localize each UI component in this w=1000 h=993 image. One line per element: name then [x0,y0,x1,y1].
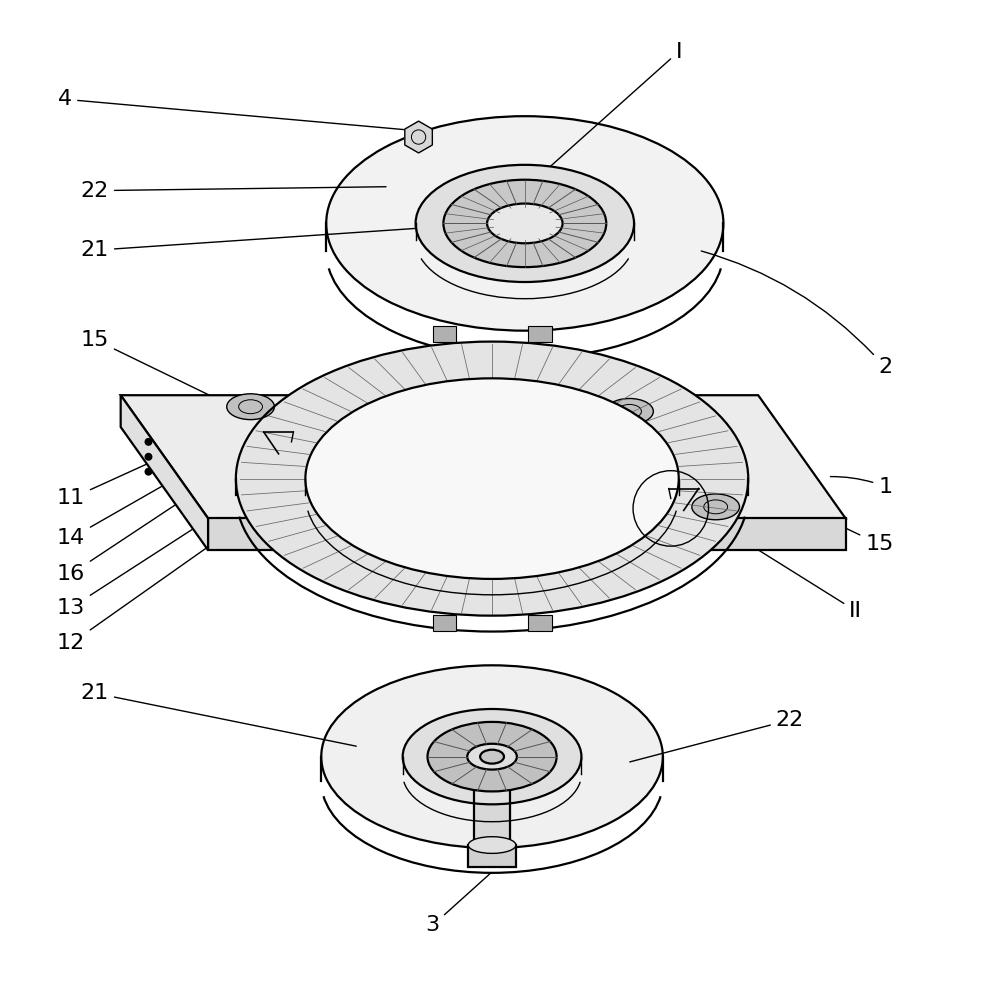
Text: 1: 1 [830,477,892,496]
Text: II: II [691,507,862,621]
Ellipse shape [480,750,504,764]
Ellipse shape [236,342,748,616]
Polygon shape [468,845,516,867]
Ellipse shape [474,774,510,789]
Polygon shape [121,395,846,518]
Ellipse shape [487,204,563,243]
Ellipse shape [313,490,361,515]
FancyBboxPatch shape [528,616,552,632]
Text: 3: 3 [425,874,490,935]
Ellipse shape [227,394,274,420]
Text: 11: 11 [57,450,178,508]
Text: 13: 13 [57,487,259,618]
Ellipse shape [443,180,606,267]
Ellipse shape [326,116,723,331]
Text: 22: 22 [81,181,386,201]
Text: 12: 12 [57,500,274,653]
Polygon shape [208,518,846,550]
FancyBboxPatch shape [528,326,552,342]
Ellipse shape [321,665,663,848]
Text: 4: 4 [58,89,418,131]
Text: 22: 22 [630,710,804,762]
Text: 15: 15 [81,330,227,404]
Text: 15: 15 [719,468,894,554]
Ellipse shape [403,709,581,804]
Text: 21: 21 [81,683,356,746]
FancyBboxPatch shape [433,326,456,342]
FancyBboxPatch shape [433,616,456,632]
Polygon shape [405,121,432,153]
Ellipse shape [305,378,679,579]
Circle shape [145,453,152,461]
Ellipse shape [428,722,557,791]
Text: 16: 16 [57,471,228,584]
Ellipse shape [606,398,653,424]
Ellipse shape [467,744,517,770]
Text: I: I [550,42,682,167]
Polygon shape [121,395,208,550]
Ellipse shape [468,837,516,853]
Text: 2: 2 [701,251,892,377]
Ellipse shape [692,494,740,519]
Circle shape [145,438,152,446]
Text: 14: 14 [57,460,208,548]
Circle shape [145,468,152,476]
Text: 21: 21 [81,226,443,260]
Ellipse shape [416,165,634,282]
